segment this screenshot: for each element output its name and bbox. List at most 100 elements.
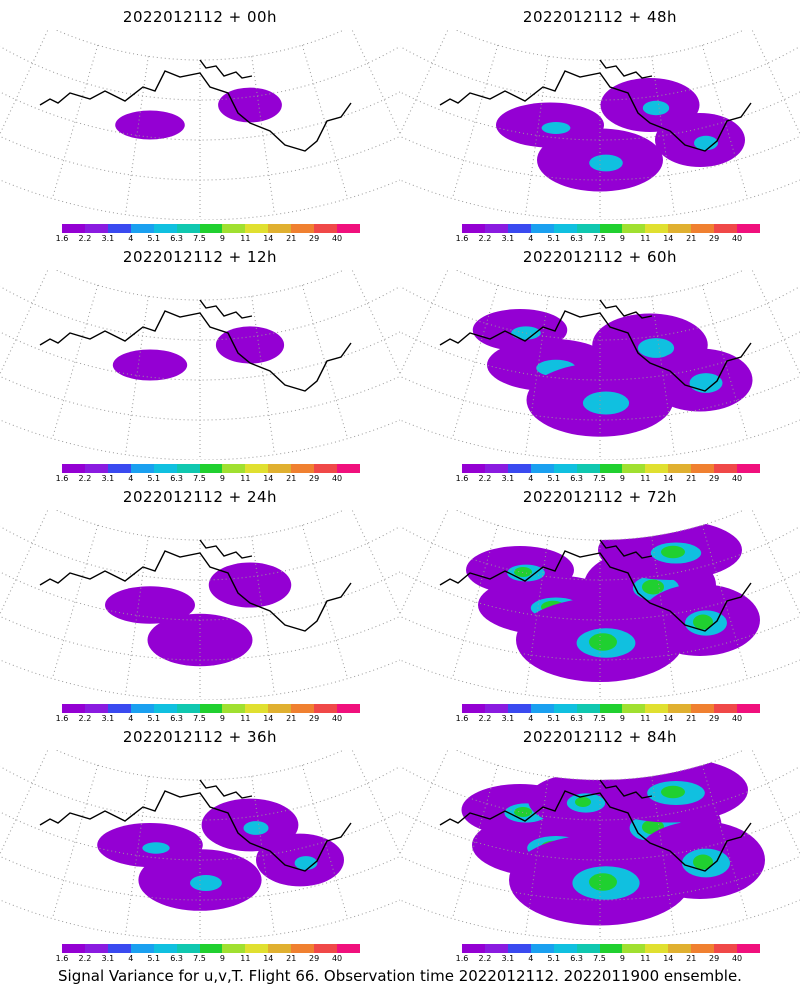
colorbar-tick-label: 2.2 — [478, 474, 492, 483]
colorbar-tick-label: 4 — [128, 234, 134, 243]
colorbar-segment — [222, 704, 246, 713]
colorbar-segment — [462, 704, 485, 713]
colorbar-ticks: 1.6 2.2 3.1 4 5.1 6.3 7.5 9 11 14 21 29 40 — [456, 714, 760, 724]
colorbar-segment — [199, 704, 223, 713]
colorbar-ticks: 1.6 2.2 3.1 4 5.1 6.3 7.5 9 11 14 21 29 40 — [56, 954, 360, 964]
colorbar-segment — [622, 704, 646, 713]
colorbar-tick-label: 14 — [663, 714, 674, 723]
colorbar-segment — [222, 944, 246, 953]
colorbar-segment — [107, 704, 131, 713]
colorbar-tick-label: 3.1 — [101, 954, 115, 963]
colorbar-tick-label: 1.6 — [55, 474, 69, 483]
colorbar-tick-label: 3.1 — [501, 234, 515, 243]
colorbar-tick-label: 29 — [309, 714, 320, 723]
colorbar-segment — [62, 224, 85, 233]
colorbar-segment — [691, 224, 715, 233]
colorbar-segment — [645, 704, 669, 713]
footer-caption: Signal Variance for u,v,T. Flight 66. Ob… — [58, 967, 742, 985]
colorbar-segment — [199, 944, 223, 953]
colorbar-tick-label: 2.2 — [478, 954, 492, 963]
colorbar-tick-label: 9 — [219, 474, 225, 483]
colorbar-segment — [130, 224, 154, 233]
colorbar-tick-label: 6.3 — [170, 954, 183, 963]
colorbar-ticks: 1.6 2.2 3.1 4 5.1 6.3 7.5 9 11 14 21 29 40 — [56, 474, 360, 484]
colorbar-tick-label: 21 — [686, 474, 697, 483]
colorbar-segment — [462, 464, 485, 473]
colorbar-segment — [291, 464, 315, 473]
colorbar-tick-label: 21 — [286, 954, 297, 963]
colorbar-tick-label: 11 — [640, 954, 651, 963]
colorbar-tick-label: 14 — [263, 714, 274, 723]
colorbar-tick-label: 1.6 — [55, 714, 69, 723]
colorbar-segment — [245, 464, 269, 473]
colorbar-segment — [153, 944, 177, 953]
map-plot — [400, 510, 800, 700]
map-panel: 2022012112 + 36h 1.6 2.2 3.1 4 5.1 6.3 7.5 9 11 14… — [0, 720, 400, 963]
colorbar-segment — [737, 944, 760, 953]
colorbar-tick-label: 5.1 — [147, 234, 161, 243]
colorbar-ticks: 1.6 2.2 3.1 4 5.1 6.3 7.5 9 11 14 21 29 40 — [56, 714, 360, 724]
colorbar-tick-label: 40 — [731, 234, 743, 243]
colorbar-segment — [199, 464, 223, 473]
colorbar-tick-label: 5.1 — [547, 714, 561, 723]
colorbar-segment — [576, 464, 600, 473]
colorbar-segment — [714, 944, 738, 953]
map-plot — [0, 270, 400, 460]
colorbar-segment — [314, 464, 338, 473]
colorbar-tick-label: 6.3 — [570, 714, 583, 723]
colorbar-tick-label: 40 — [331, 234, 343, 243]
colorbar-segment — [222, 464, 246, 473]
panel-title: 2022012112 + 72h — [522, 488, 678, 506]
colorbar-segment — [599, 464, 623, 473]
colorbar-segment — [62, 704, 85, 713]
colorbar-tick-label: 11 — [640, 714, 651, 723]
colorbar-tick-label: 14 — [663, 474, 674, 483]
map-panel: 2022012112 + 00h 1.6 2.2 3.1 4 5.1 6.3 7.5 9 11 14… — [0, 0, 400, 243]
colorbar — [462, 224, 760, 233]
colorbar-segment — [84, 944, 108, 953]
colorbar-segment — [84, 464, 108, 473]
colorbar-tick-label: 6.3 — [170, 234, 183, 243]
colorbar-segment — [622, 464, 646, 473]
colorbar-segment — [130, 464, 154, 473]
colorbar-segment — [176, 944, 200, 953]
colorbar-segment — [484, 704, 508, 713]
colorbar-tick-label: 3.1 — [501, 474, 515, 483]
colorbar-tick-label: 1.6 — [55, 954, 69, 963]
colorbar-tick-label: 11 — [640, 474, 651, 483]
map-panel: 2022012112 + 12h 1.6 2.2 3.1 4 5.1 6.3 7.5 9 11 14… — [0, 240, 400, 483]
colorbar — [62, 944, 360, 953]
colorbar-tick-label: 11 — [240, 954, 251, 963]
colorbar-segment — [314, 224, 338, 233]
colorbar-ticks: 1.6 2.2 3.1 4 5.1 6.3 7.5 9 11 14 21 29 40 — [456, 234, 760, 244]
colorbar-segment — [462, 224, 485, 233]
colorbar-tick-label: 4 — [528, 954, 534, 963]
colorbar-segment — [245, 704, 269, 713]
colorbar-tick-label: 9 — [619, 234, 625, 243]
colorbar-tick-label: 40 — [331, 474, 343, 483]
colorbar-tick-label: 6.3 — [570, 474, 583, 483]
colorbar-tick-label: 7.5 — [193, 714, 206, 723]
colorbar-segment — [130, 944, 154, 953]
panel-title: 2022012112 + 60h — [522, 248, 678, 266]
map-plot — [400, 270, 800, 460]
colorbar-tick-label: 21 — [686, 954, 697, 963]
colorbar-segment — [337, 464, 360, 473]
colorbar-tick-label: 9 — [619, 474, 625, 483]
colorbar-segment — [530, 224, 554, 233]
colorbar-segment — [645, 464, 669, 473]
colorbar-tick-label: 2.2 — [478, 714, 492, 723]
colorbar-tick-label: 11 — [240, 234, 251, 243]
colorbar-segment — [530, 464, 554, 473]
colorbar — [62, 224, 360, 233]
colorbar-segment — [84, 704, 108, 713]
colorbar-segment — [130, 704, 154, 713]
colorbar-tick-label: 29 — [309, 954, 320, 963]
colorbar-segment — [107, 944, 131, 953]
colorbar-tick-label: 5.1 — [547, 474, 561, 483]
colorbar-tick-label: 6.3 — [570, 954, 583, 963]
map-panel: 2022012112 + 72h 1.6 2.2 3.1 4 5.1 6.3 7.5 9 11 14… — [400, 480, 800, 723]
colorbar-tick-label: 14 — [663, 954, 674, 963]
colorbar-tick-label: 14 — [263, 474, 274, 483]
colorbar-segment — [337, 704, 360, 713]
